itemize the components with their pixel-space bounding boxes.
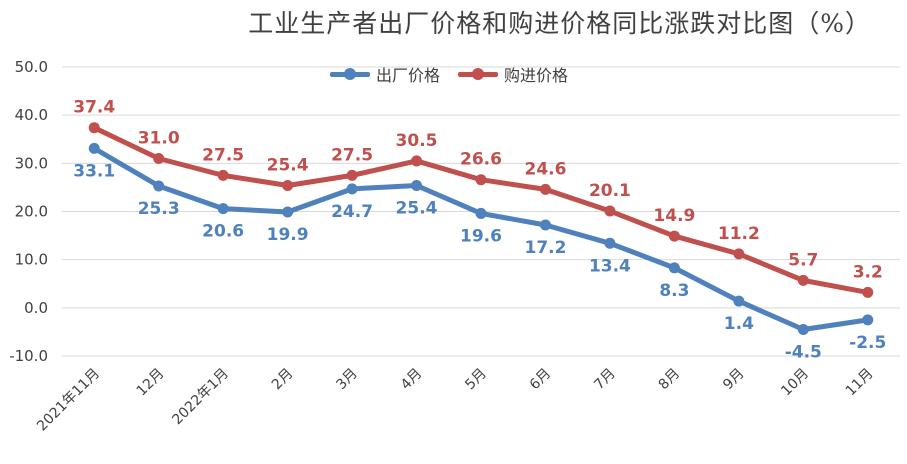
data-point-1 [797,274,809,286]
legend-label-purchase-price: 购进价格 [504,66,569,85]
data-label: 19.9 [267,225,309,245]
x-tick-label: 11月 [843,366,877,400]
x-tick-label: 6月 [527,366,555,394]
data-point-0 [217,203,229,215]
data-label: 5.7 [788,250,818,270]
y-tick-label: 10.0 [15,251,48,269]
data-label: 3.2 [853,262,883,282]
data-label: 25.3 [138,199,180,219]
data-point-1 [862,286,874,298]
data-point-0 [475,207,487,219]
data-point-1 [668,230,680,242]
data-point-0 [862,314,874,326]
x-tick-label: 9月 [720,366,748,394]
x-tick-label: 2月 [269,366,297,394]
y-axis: -10.0 0.0 10.0 20.0 30.0 40.0 50.0 [9,58,48,365]
x-tick-label: 10月 [778,366,812,400]
legend-item-purchase-price: 购进价格 [458,62,568,86]
data-label: 31.0 [138,129,180,149]
data-label: 25.4 [267,155,309,175]
data-label: 1.4 [724,314,754,334]
data-label: 13.4 [589,256,631,276]
x-tick-label: 4月 [398,366,426,394]
data-label: 20.1 [589,181,631,201]
data-label: 19.6 [460,226,502,246]
data-point-1 [346,169,358,181]
data-label: 27.5 [331,145,373,165]
legend-swatch-purchase-price [458,68,499,80]
data-label: 14.9 [653,206,695,226]
data-point-0 [797,324,809,336]
y-tick-label: 0.0 [24,299,48,317]
x-tick-label: 8月 [656,366,684,394]
y-tick-label: 30.0 [15,154,48,172]
data-label: 17.2 [524,238,566,258]
chart-title: 工业生产者出厂价格和购进价格同比涨跌对比图（%） [248,9,871,38]
data-point-0 [539,219,551,231]
x-tick-label: 7月 [591,366,619,394]
data-label: 30.5 [396,131,438,151]
y-tick-label: 50.0 [15,58,48,76]
data-point-1 [411,155,423,167]
legend-swatch-factory-price [330,68,370,80]
legend-label-factory-price: 出厂价格 [376,66,441,85]
data-point-1 [604,205,616,217]
data-label: 24.7 [331,202,373,222]
data-point-0 [411,179,423,191]
y-tick-label: -10.0 [9,347,48,365]
data-point-1 [153,153,165,165]
data-label: -4.5 [785,343,822,363]
data-point-0 [282,206,294,218]
legend-item-factory-price: 出厂价格 [330,62,440,86]
legend: 出厂价格 购进价格 [330,62,586,86]
data-point-1 [282,179,294,191]
y-tick-label: 20.0 [15,203,48,221]
x-tick-label: 5月 [462,366,490,394]
x-tick-label: 2022年1月 [169,366,232,429]
y-tick-label: 40.0 [15,106,48,124]
data-point-1 [217,169,229,181]
data-label: 33.1 [73,161,115,181]
x-tick-label: 2021年11月 [34,366,103,435]
data-label: 11.2 [718,224,760,244]
data-label: 26.6 [460,150,502,170]
data-point-0 [346,183,358,195]
data-labels: 33.1 25.3 20.6 19.9 24.7 25.4 19.6 17.2 13.4 8.3 1… [73,98,886,363]
data-point-1 [539,183,551,195]
data-label: 24.6 [524,159,566,179]
data-label: -2.5 [849,333,886,353]
series-group [88,122,874,336]
data-point-0 [88,142,100,154]
data-label: 20.6 [202,222,244,242]
data-point-1 [88,122,100,134]
x-tick-label: 3月 [333,366,361,394]
data-label: 27.5 [202,145,244,165]
data-label: 37.4 [73,98,115,118]
data-point-1 [733,248,745,260]
data-point-0 [153,180,165,192]
data-label: 8.3 [659,281,689,301]
data-label: 25.4 [396,198,438,218]
x-tick-label: 12月 [134,366,168,400]
data-point-0 [604,237,616,249]
x-axis: 2021年11月 12月 2022年1月 2月 3月 4月 5月 6月 7月 8月 9月 10月 11月 [34,366,876,435]
data-point-1 [475,174,487,186]
data-point-0 [733,295,745,307]
data-point-0 [668,262,680,274]
